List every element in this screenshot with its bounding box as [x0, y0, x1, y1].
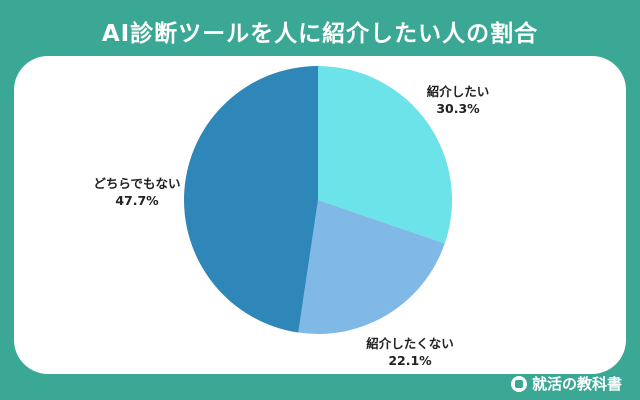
slice-category-label: どちらでもない: [93, 176, 180, 191]
slice-value-label: 47.7%: [115, 193, 159, 208]
brand-name: 就活の教科書: [531, 375, 622, 393]
slice-value-label: 30.3%: [436, 101, 480, 116]
slice-category-label: 紹介したくない: [366, 336, 454, 351]
chart-title: AI診断ツールを人に紹介したい人の割合: [101, 21, 539, 47]
pie-slice: [298, 200, 445, 334]
pie-slice: [318, 66, 452, 244]
slice-category-label: 紹介したい: [427, 84, 490, 99]
footer-brand: 就活の教科書: [510, 373, 622, 394]
slice-value-label: 22.1%: [388, 353, 432, 368]
brand-logo-icon: [510, 375, 527, 392]
pie-slice: [183, 65, 318, 333]
